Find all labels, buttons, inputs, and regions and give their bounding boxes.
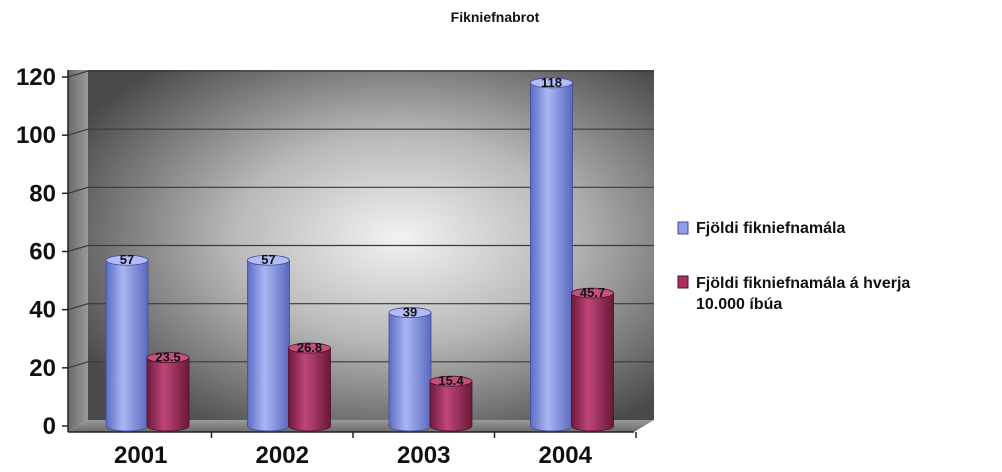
x-category-label: 2001 bbox=[114, 442, 167, 469]
chart-floor bbox=[68, 420, 654, 432]
data-label: 118 bbox=[541, 75, 562, 90]
x-category-label: 2003 bbox=[397, 442, 450, 469]
legend-swatch-blue bbox=[677, 221, 689, 235]
bar-maroon bbox=[429, 375, 473, 432]
bar-top bbox=[571, 287, 614, 299]
x-category-label: 2004 bbox=[539, 442, 593, 469]
bar-top bbox=[429, 375, 473, 387]
gridline-side bbox=[67, 303, 89, 311]
bar-top bbox=[388, 307, 432, 318]
gridline-side bbox=[67, 128, 89, 136]
data-label: 57 bbox=[261, 252, 275, 267]
data-label: 23.5 bbox=[155, 350, 180, 365]
bar-top bbox=[288, 342, 331, 354]
bar-body bbox=[247, 259, 290, 432]
gridline-side bbox=[67, 70, 89, 78]
gridline-side bbox=[67, 361, 89, 369]
y-tick-label: 20 bbox=[29, 355, 56, 382]
bar-body bbox=[288, 347, 331, 432]
y-tick-label: 100 bbox=[16, 122, 56, 149]
bar-blue bbox=[388, 307, 432, 432]
data-label: 45.7 bbox=[580, 285, 605, 300]
bar-maroon bbox=[571, 287, 614, 432]
y-tick-label: 0 bbox=[43, 413, 56, 440]
bar-maroon bbox=[288, 342, 331, 432]
bar-body bbox=[429, 380, 473, 432]
y-tick-label: 60 bbox=[29, 239, 56, 266]
bar-blue bbox=[105, 254, 149, 432]
data-label: 15.4 bbox=[438, 373, 464, 388]
bar-top bbox=[530, 77, 573, 89]
bar-maroon bbox=[146, 352, 190, 432]
y-tick-label: 80 bbox=[29, 180, 56, 207]
bar-body bbox=[388, 312, 432, 432]
y-tick-label: 40 bbox=[29, 297, 56, 324]
bar-body bbox=[105, 259, 149, 432]
bar-blue bbox=[247, 254, 290, 432]
value-labels: 57 57 39 118 23.5 26.8 15.4 45.7 bbox=[120, 75, 605, 388]
bar-top bbox=[146, 352, 190, 364]
y-tick-label: 120 bbox=[16, 64, 56, 91]
bar-top bbox=[247, 254, 290, 266]
bars bbox=[105, 77, 614, 432]
gridline-side bbox=[67, 244, 89, 253]
x-category-label: 2002 bbox=[256, 442, 309, 469]
legend-swatch-maroon bbox=[677, 275, 689, 289]
chart-title: Fikniefnabrot bbox=[451, 9, 540, 25]
legend-label-maroon: Fjöldi fikniefnamála á hverja bbox=[696, 275, 910, 292]
gridline-side bbox=[67, 186, 89, 194]
data-label: 26.8 bbox=[297, 340, 322, 355]
bar-body bbox=[530, 82, 573, 432]
bar-body bbox=[146, 357, 190, 432]
chart-side-wall bbox=[68, 70, 88, 432]
data-label: 39 bbox=[403, 305, 417, 320]
bar-body bbox=[571, 292, 614, 432]
legend-label-maroon: 10.000 íbúa bbox=[696, 296, 782, 313]
bar-top bbox=[105, 254, 149, 266]
data-label: 57 bbox=[120, 252, 134, 267]
legend-label-blue: Fjöldi fikniefnamála bbox=[696, 220, 845, 237]
axes: 0 20 40 60 80 100 120 2001 2002 2003 2004 bbox=[16, 64, 637, 469]
legend: Fjöldi fikniefnamála Fjöldi fikniefnamála… bbox=[677, 220, 910, 313]
bar-blue bbox=[530, 77, 573, 432]
